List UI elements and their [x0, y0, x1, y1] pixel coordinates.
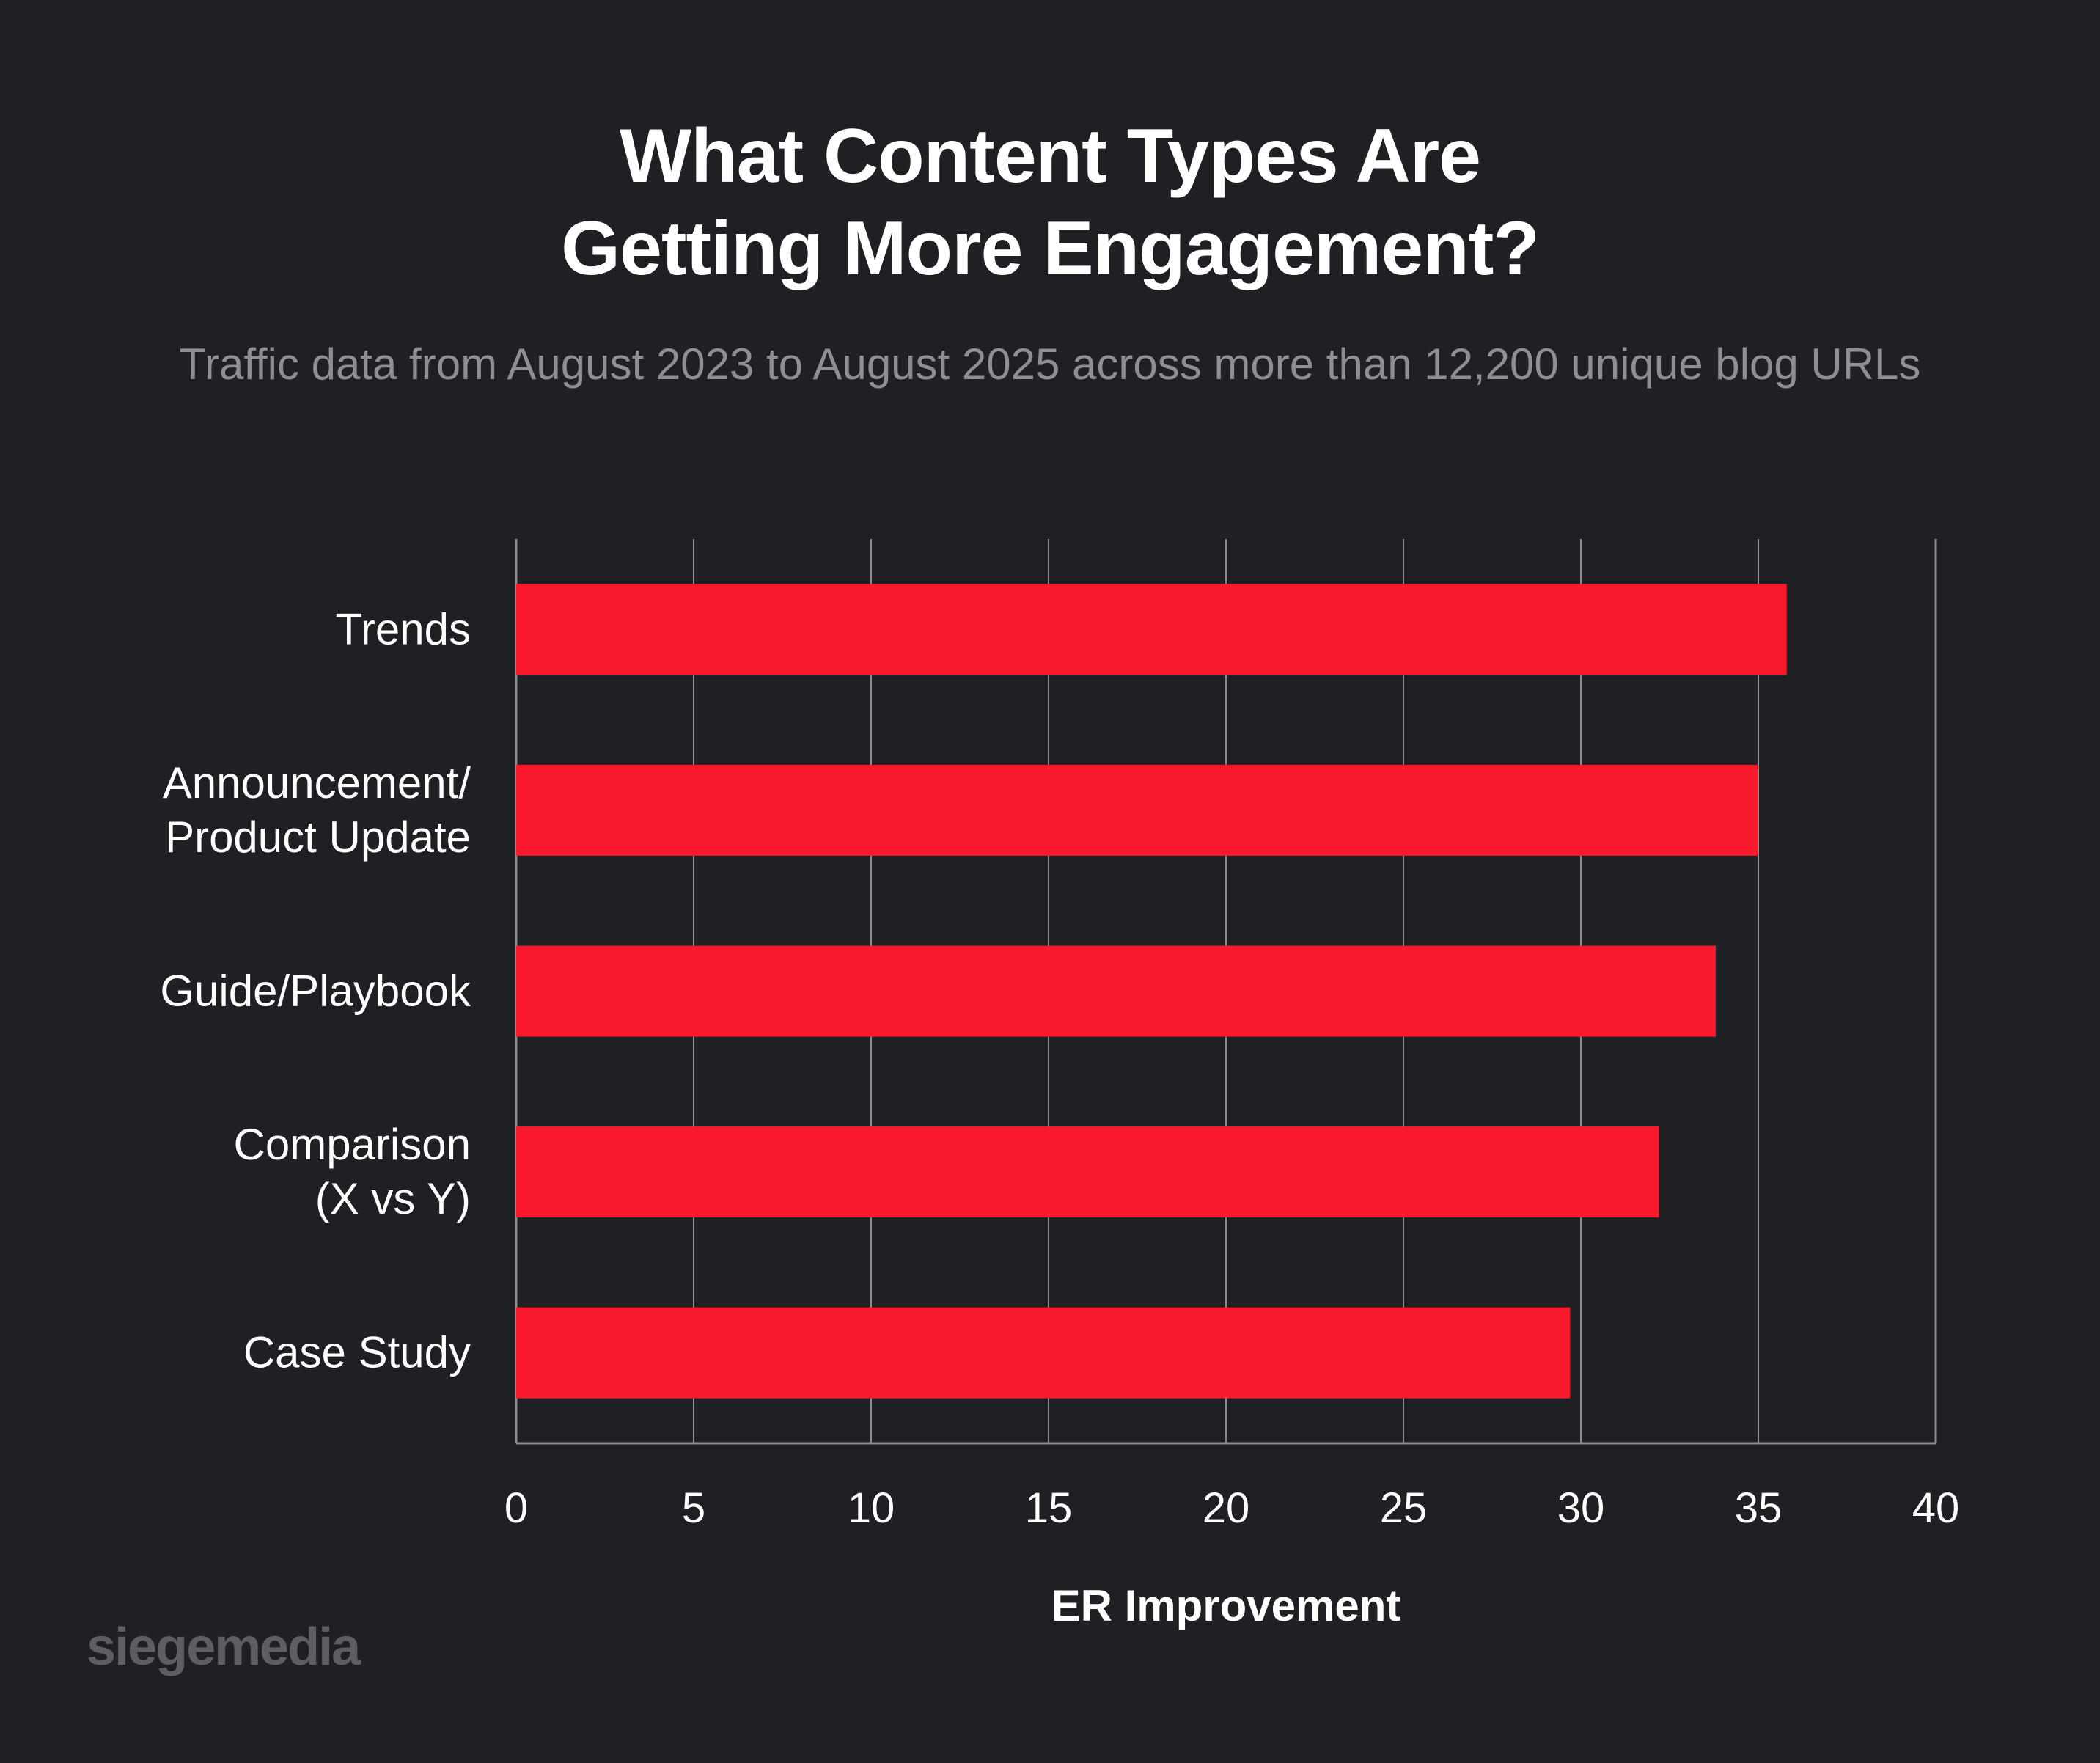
- x-tick-label: 35: [1735, 1484, 1783, 1532]
- category-label: Trends: [335, 604, 471, 653]
- chart-title-line-2: Getting More Engagement?: [561, 206, 1540, 291]
- x-tick-label: 30: [1557, 1484, 1605, 1532]
- x-tick-label: 0: [504, 1484, 528, 1532]
- x-tick-label: 20: [1203, 1484, 1250, 1532]
- bar: [516, 1126, 1659, 1218]
- category-label: Guide/Playbook: [160, 967, 471, 1016]
- bar: [516, 764, 1758, 856]
- x-axis-label: ER Improvement: [1051, 1581, 1401, 1630]
- category-label: Announcement/Product Update: [163, 758, 471, 862]
- x-tick-label: 25: [1380, 1484, 1428, 1532]
- category-label: Case Study: [243, 1328, 471, 1377]
- bar: [516, 1307, 1571, 1399]
- chart-title: What Content Types Are Getting More Enga…: [0, 110, 2100, 295]
- bar: [516, 584, 1787, 675]
- x-tick-label: 15: [1025, 1484, 1073, 1532]
- bar: [516, 945, 1716, 1037]
- chart-subtitle: Traffic data from August 2023 to August …: [179, 340, 1921, 389]
- x-tick-label: 5: [682, 1484, 705, 1532]
- x-tick-label: 10: [848, 1484, 895, 1532]
- siegemedia-logo: siegemedia: [87, 1618, 361, 1676]
- chart-title-line-1: What Content Types Are: [619, 114, 1481, 199]
- x-tick-label: 40: [1912, 1484, 1960, 1532]
- category-label: Comparison (X vs Y): [234, 1120, 471, 1223]
